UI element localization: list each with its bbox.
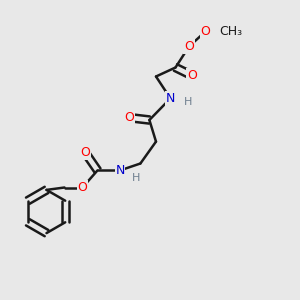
Text: O: O [78, 181, 87, 194]
Text: H: H [184, 97, 193, 107]
Text: N: N [166, 92, 175, 105]
Text: N: N [115, 164, 125, 177]
Text: O: O [187, 69, 197, 82]
Text: O: O [124, 111, 134, 124]
Text: O: O [201, 25, 210, 38]
Text: O: O [184, 40, 194, 53]
Text: O: O [81, 146, 90, 160]
Text: CH₃: CH₃ [219, 25, 242, 38]
Text: H: H [132, 172, 141, 183]
